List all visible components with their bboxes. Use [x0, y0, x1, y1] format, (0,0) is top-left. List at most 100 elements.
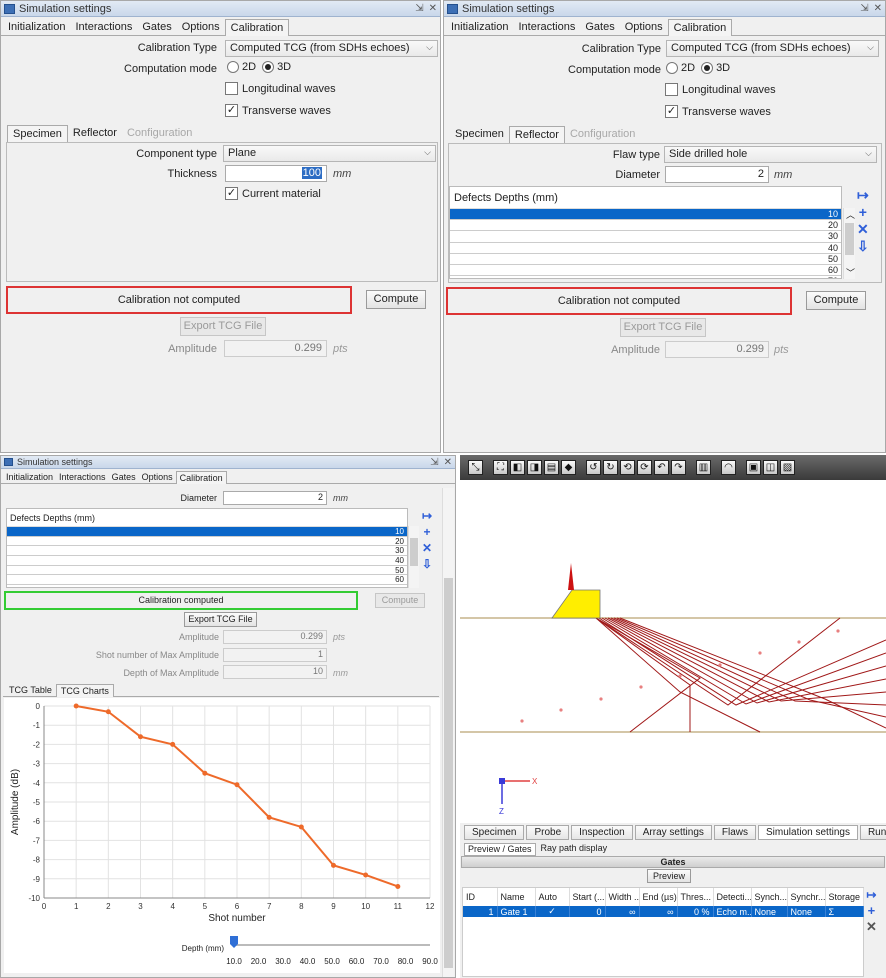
- rotate-down-icon[interactable]: ⟳: [637, 460, 652, 475]
- front-view-icon[interactable]: ◧: [510, 460, 525, 475]
- col-id[interactable]: ID: [463, 888, 498, 906]
- gate-synch-cell[interactable]: None: [751, 906, 788, 917]
- depths-scrollbar[interactable]: ︿ ﹀: [843, 208, 855, 279]
- col-threshold[interactable]: Thres...: [677, 888, 714, 906]
- reset-view-icon[interactable]: ⤡: [468, 460, 483, 475]
- iso-view-icon[interactable]: ◆: [561, 460, 576, 475]
- list-item[interactable]: 20: [450, 220, 841, 232]
- tab-gates[interactable]: Gates: [142, 21, 172, 33]
- export-tcg-button[interactable]: Export TCG File: [180, 317, 266, 336]
- list-item[interactable]: 40: [450, 243, 841, 254]
- list-item[interactable]: 30: [450, 231, 841, 243]
- tab-configuration[interactable]: Configuration: [126, 127, 193, 139]
- tab-interactions[interactable]: Interactions: [59, 472, 106, 482]
- tab-initialization[interactable]: Initialization: [8, 21, 66, 33]
- mode-3d-radio[interactable]: [701, 62, 714, 74]
- col-start[interactable]: Start (...: [569, 888, 606, 906]
- gate-name-cell[interactable]: Gate 1: [497, 906, 536, 917]
- defects-depths-list[interactable]: Defects Depths (mm) 10 20 30 40 50 60 70: [449, 186, 842, 279]
- add-icon[interactable]: +: [867, 903, 876, 918]
- close-icon[interactable]: ✕: [443, 456, 452, 468]
- float-icon[interactable]: ⇲: [430, 456, 439, 468]
- rotate-cw-icon[interactable]: ↷: [671, 460, 686, 475]
- col-storage[interactable]: Storage: [825, 888, 864, 906]
- hatch-icon[interactable]: ▨: [780, 460, 795, 475]
- col-detection[interactable]: Detecti...: [713, 888, 752, 906]
- tab-run[interactable]: Run: [859, 825, 886, 840]
- list-item[interactable]: 40: [7, 556, 407, 566]
- close-icon[interactable]: ✕: [428, 3, 437, 14]
- rotate-right-icon[interactable]: ↻: [603, 460, 618, 475]
- diameter-input[interactable]: 2: [223, 491, 327, 505]
- rotate-ccw-icon[interactable]: ↶: [654, 460, 669, 475]
- move-down-icon[interactable]: ⇩: [857, 238, 869, 254]
- tab-preview-gates[interactable]: Preview / Gates: [464, 843, 536, 856]
- transverse-waves-checkbox[interactable]: ✓: [665, 105, 678, 118]
- tab-gates[interactable]: Gates: [111, 472, 136, 482]
- current-material-checkbox[interactable]: ✓: [225, 187, 238, 200]
- tab-reflector[interactable]: Reflector: [508, 126, 565, 143]
- col-auto[interactable]: Auto: [535, 888, 570, 906]
- mode-3d-radio[interactable]: [262, 61, 275, 73]
- list-item[interactable]: 60: [450, 265, 841, 277]
- tab-specimen[interactable]: Specimen: [7, 125, 68, 142]
- tab-ray-path-display[interactable]: Ray path display: [540, 843, 608, 853]
- gate-storage-cell[interactable]: Σ: [825, 906, 864, 917]
- calibration-type-select[interactable]: Computed TCG (from SDHs echoes) ⌵: [666, 40, 879, 57]
- tab-tcg-charts[interactable]: TCG Charts: [55, 684, 114, 697]
- scroll-thumb[interactable]: [410, 538, 418, 566]
- tab-simulation-settings[interactable]: Simulation settings: [758, 825, 858, 840]
- rotate-up-icon[interactable]: ⟲: [620, 460, 635, 475]
- add-icon[interactable]: +: [423, 525, 431, 539]
- insert-icon[interactable]: ↦: [422, 509, 433, 523]
- calibration-type-select[interactable]: Computed TCG (from SDHs echoes) ⌵: [225, 40, 438, 57]
- delete-icon[interactable]: ✕: [422, 541, 433, 555]
- fit-view-icon[interactable]: ⛶: [493, 460, 508, 475]
- depths-scrollbar[interactable]: [408, 526, 419, 588]
- mode-2d-radio[interactable]: [666, 62, 678, 74]
- depth-slider-handle[interactable]: [230, 936, 238, 948]
- component-type-select[interactable]: Plane ⌵: [223, 145, 436, 162]
- scroll-up-icon[interactable]: ︿: [846, 210, 856, 220]
- table-row[interactable]: 1 Gate 1 ✓ 0 ∞ ∞ 0 % Echo m... None None…: [463, 906, 864, 917]
- defects-depths-list[interactable]: Defects Depths (mm) 10 20 30 40 50 60: [6, 508, 408, 588]
- list-item[interactable]: 10: [7, 527, 407, 537]
- mode-2d-radio[interactable]: [227, 61, 239, 73]
- window-scrollbar[interactable]: [442, 488, 454, 977]
- tab-configuration[interactable]: Configuration: [569, 128, 636, 140]
- tab-interactions[interactable]: Interactions: [75, 21, 133, 33]
- top-view-icon[interactable]: ▤: [544, 460, 559, 475]
- longitudinal-waves-checkbox[interactable]: [225, 82, 238, 95]
- window-titlebar[interactable]: Simulation settings ⇲ ✕: [1, 456, 455, 469]
- col-synch[interactable]: Synch...: [751, 888, 788, 906]
- compute-button[interactable]: Compute: [375, 593, 425, 608]
- flaw-type-select[interactable]: Side drilled hole ⌵: [664, 146, 877, 163]
- tab-calibration[interactable]: Calibration: [224, 19, 290, 36]
- side-view-icon[interactable]: ◨: [527, 460, 542, 475]
- list-item[interactable]: 20: [7, 537, 407, 547]
- rotate-left-icon[interactable]: ↺: [586, 460, 601, 475]
- scroll-thumb[interactable]: [845, 223, 854, 255]
- col-end[interactable]: End (µs): [639, 888, 678, 906]
- list-item[interactable]: 70: [450, 276, 841, 278]
- compute-button[interactable]: Compute: [366, 290, 426, 309]
- compute-button[interactable]: Compute: [806, 291, 866, 310]
- gate-start-cell[interactable]: 0: [569, 906, 606, 917]
- delete-icon[interactable]: ✕: [866, 919, 877, 934]
- tab-tcg-table[interactable]: TCG Table: [9, 685, 52, 695]
- thickness-input[interactable]: 100: [225, 165, 327, 182]
- insert-icon[interactable]: ↦: [857, 187, 869, 203]
- list-item[interactable]: 50: [450, 254, 841, 265]
- tab-interactions[interactable]: Interactions: [518, 21, 576, 33]
- tab-calibration[interactable]: Calibration: [175, 471, 227, 484]
- tab-calibration[interactable]: Calibration: [667, 19, 733, 36]
- tab-probe[interactable]: Probe: [526, 825, 570, 840]
- tab-gates[interactable]: Gates: [585, 21, 615, 33]
- gate-synchr-cell[interactable]: None: [787, 906, 826, 917]
- section-icon[interactable]: ▥: [696, 460, 711, 475]
- move-down-icon[interactable]: ⇩: [422, 557, 433, 571]
- tab-initialization[interactable]: Initialization: [6, 472, 54, 482]
- export-tcg-button[interactable]: Export TCG File: [620, 318, 706, 337]
- longitudinal-waves-checkbox[interactable]: [665, 83, 678, 96]
- tab-initialization[interactable]: Initialization: [451, 21, 509, 33]
